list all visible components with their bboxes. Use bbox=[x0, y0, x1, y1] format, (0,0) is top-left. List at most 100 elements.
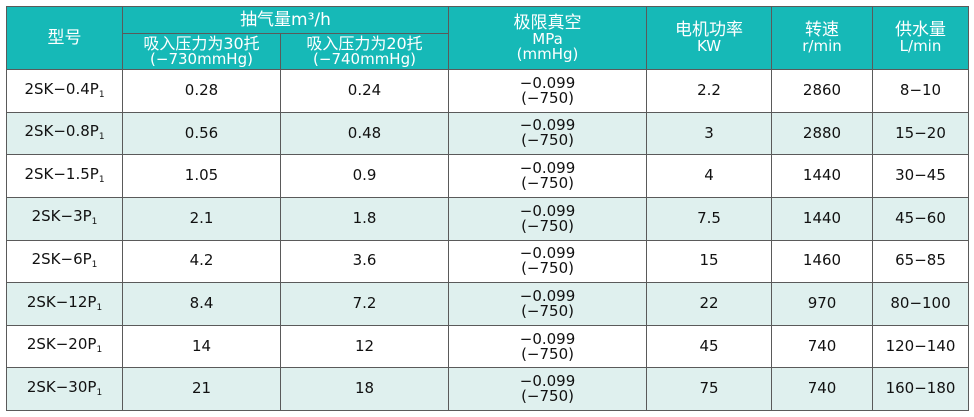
vacuum-mmhg: (−750) bbox=[521, 387, 574, 406]
cell-flow-30: 0.56 bbox=[122, 111, 281, 156]
cell-vacuum: −0.099 (−750) bbox=[448, 154, 648, 198]
model-name: 2SK−30P bbox=[26, 377, 97, 396]
header-flow: 抽气量m³/h bbox=[121, 6, 450, 34]
table-row: 2SK−12P1 8.4 7.2 −0.099 (−750) 22 970 80−100 bbox=[6, 282, 970, 326]
header-water: 供水量 L/min bbox=[872, 6, 970, 70]
model-subscript: 1 bbox=[96, 387, 103, 398]
cell-vacuum: −0.099 (−750) bbox=[448, 282, 648, 326]
table-row: 2SK−1.5P1 1.05 0.9 −0.099 (−750) 4 1440 30−45 bbox=[6, 154, 970, 198]
cell-vacuum: −0.099 (−750) bbox=[448, 69, 648, 113]
cell-speed: 740 bbox=[771, 367, 874, 411]
header-flow-20: 吸入压力为20托 (−740mmHg) bbox=[279, 33, 450, 70]
cell-power: 22 bbox=[646, 282, 773, 326]
header-vacuum: 极限真空 MPa (mmHg) bbox=[448, 6, 648, 70]
vacuum-mpa: −0.099 bbox=[519, 159, 576, 178]
table-header: 型号 抽气量m³/h 极限真空 MPa (mmHg) 电机功率 KW 转速 r/… bbox=[6, 6, 970, 70]
header-power: 电机功率 KW bbox=[646, 6, 773, 70]
vacuum-mpa: −0.099 bbox=[519, 73, 576, 92]
spec-table: 型号 抽气量m³/h 极限真空 MPa (mmHg) 电机功率 KW 转速 r/… bbox=[6, 6, 970, 411]
model-subscript: 1 bbox=[98, 89, 105, 100]
table-row: 2SK−30P1 21 18 −0.099 (−750) 75 740 160−180 bbox=[6, 367, 970, 411]
cell-water: 65−85 bbox=[872, 239, 970, 284]
cell-vacuum: −0.099 (−750) bbox=[448, 367, 648, 411]
cell-water: 45−60 bbox=[872, 196, 970, 241]
cell-speed: 1460 bbox=[771, 239, 874, 284]
model-name: 2SK−0.4P bbox=[24, 79, 99, 98]
cell-water: 15−20 bbox=[872, 111, 970, 156]
model-subscript: 1 bbox=[91, 260, 98, 271]
cell-flow-30: 14 bbox=[122, 324, 281, 369]
header-model: 型号 bbox=[6, 6, 123, 70]
table-row: 2SK−3P1 2.1 1.8 −0.099 (−750) 7.5 1440 45−60 bbox=[6, 196, 970, 241]
cell-flow-20: 7.2 bbox=[279, 282, 450, 326]
cell-model: 2SK−0.4P1 bbox=[6, 69, 123, 113]
table-row: 2SK−0.8P1 0.56 0.48 −0.099 (−750) 3 2880 15−20 bbox=[6, 111, 970, 156]
cell-model: 2SK−1.5P1 bbox=[6, 154, 123, 198]
model-subscript: 1 bbox=[98, 132, 105, 143]
cell-flow-20: 0.24 bbox=[279, 69, 450, 113]
model-subscript: 1 bbox=[96, 345, 103, 356]
table-row: 2SK−20P1 14 12 −0.099 (−750) 45 740 120−140 bbox=[6, 324, 970, 369]
cell-power: 4 bbox=[646, 154, 773, 198]
cell-speed: 1440 bbox=[771, 154, 874, 198]
model-name: 2SK−12P bbox=[26, 292, 97, 311]
cell-vacuum: −0.099 (−750) bbox=[448, 196, 648, 241]
cell-model: 2SK−0.8P1 bbox=[6, 111, 123, 156]
cell-flow-20: 0.48 bbox=[279, 111, 450, 156]
cell-flow-20: 18 bbox=[279, 367, 450, 411]
vacuum-mmhg: (−750) bbox=[521, 88, 574, 107]
cell-flow-30: 21 bbox=[122, 367, 281, 411]
cell-speed: 2860 bbox=[771, 69, 874, 113]
cell-power: 45 bbox=[646, 324, 773, 369]
model-name: 2SK−0.8P bbox=[24, 122, 99, 141]
cell-flow-20: 0.9 bbox=[279, 154, 450, 198]
cell-model: 2SK−20P1 bbox=[6, 324, 123, 369]
cell-power: 7.5 bbox=[646, 196, 773, 241]
vacuum-mpa: −0.099 bbox=[519, 116, 576, 135]
cell-water: 8−10 bbox=[872, 69, 970, 113]
vacuum-mmhg: (−750) bbox=[521, 301, 574, 320]
model-name: 2SK−1.5P bbox=[24, 164, 99, 183]
vacuum-mpa: −0.099 bbox=[519, 329, 576, 348]
model-name: 2SK−6P bbox=[31, 250, 92, 269]
cell-speed: 1440 bbox=[771, 196, 874, 241]
cell-flow-30: 4.2 bbox=[122, 239, 281, 284]
vacuum-mmhg: (−750) bbox=[521, 216, 574, 235]
cell-flow-30: 1.05 bbox=[122, 154, 281, 198]
cell-flow-30: 2.1 bbox=[122, 196, 281, 241]
cell-water: 80−100 bbox=[872, 282, 970, 326]
cell-model: 2SK−6P1 bbox=[6, 239, 123, 284]
cell-water: 30−45 bbox=[872, 154, 970, 198]
cell-model: 2SK−12P1 bbox=[6, 282, 123, 326]
cell-vacuum: −0.099 (−750) bbox=[448, 111, 648, 156]
cell-power: 2.2 bbox=[646, 69, 773, 113]
model-name: 2SK−3P bbox=[31, 207, 92, 226]
table-body: 2SK−0.4P1 0.28 0.24 −0.099 (−750) 2.2 2860 8−10… bbox=[6, 69, 970, 411]
cell-water: 120−140 bbox=[872, 324, 970, 369]
cell-flow-20: 12 bbox=[279, 324, 450, 369]
cell-flow-30: 8.4 bbox=[122, 282, 281, 326]
vacuum-mmhg: (−750) bbox=[521, 259, 574, 278]
model-name: 2SK−20P bbox=[26, 335, 97, 354]
model-subscript: 1 bbox=[91, 217, 98, 228]
table-row: 2SK−6P1 4.2 3.6 −0.099 (−750) 15 1460 65−85 bbox=[6, 239, 970, 284]
vacuum-mmhg: (−750) bbox=[521, 131, 574, 150]
cell-flow-20: 1.8 bbox=[279, 196, 450, 241]
cell-vacuum: −0.099 (−750) bbox=[448, 324, 648, 369]
table-row: 2SK−0.4P1 0.28 0.24 −0.099 (−750) 2.2 2860 8−10 bbox=[6, 69, 970, 113]
cell-model: 2SK−30P1 bbox=[6, 367, 123, 411]
cell-flow-30: 0.28 bbox=[122, 69, 281, 113]
cell-speed: 970 bbox=[771, 282, 874, 326]
cell-vacuum: −0.099 (−750) bbox=[448, 239, 648, 284]
cell-power: 75 bbox=[646, 367, 773, 411]
cell-water: 160−180 bbox=[872, 367, 970, 411]
vacuum-mmhg: (−750) bbox=[521, 344, 574, 363]
header-speed: 转速 r/min bbox=[771, 6, 874, 70]
vacuum-mpa: −0.099 bbox=[519, 372, 576, 391]
vacuum-mpa: −0.099 bbox=[519, 286, 576, 305]
model-subscript: 1 bbox=[98, 174, 105, 185]
cell-speed: 2880 bbox=[771, 111, 874, 156]
vacuum-mmhg: (−750) bbox=[521, 174, 574, 193]
cell-flow-20: 3.6 bbox=[279, 239, 450, 284]
cell-speed: 740 bbox=[771, 324, 874, 369]
